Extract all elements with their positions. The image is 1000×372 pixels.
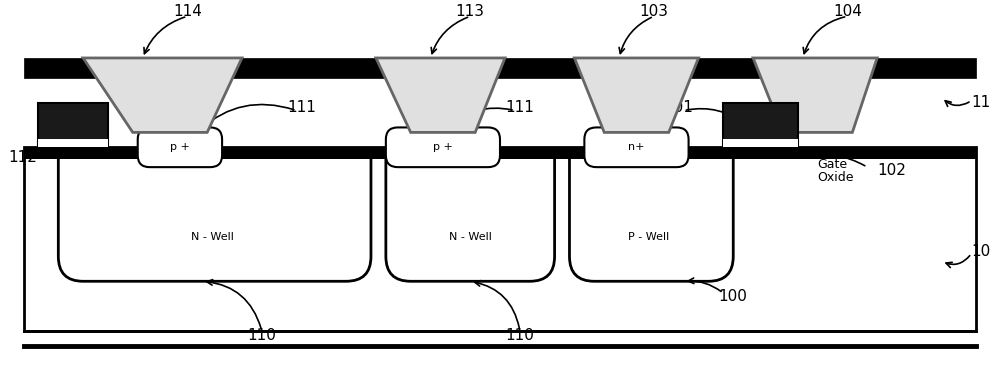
Bar <box>723 140 798 147</box>
Bar <box>38 140 108 147</box>
PathPatch shape <box>584 128 689 167</box>
Text: 102: 102 <box>877 163 906 177</box>
Text: 114: 114 <box>173 4 202 19</box>
Text: 111: 111 <box>287 100 316 115</box>
Bar <box>24 58 976 78</box>
Text: Oxide: Oxide <box>818 171 854 183</box>
Text: p +: p + <box>170 142 190 152</box>
Text: P - Well: P - Well <box>628 232 670 242</box>
Text: 104: 104 <box>833 4 862 19</box>
Text: n+: n+ <box>628 142 645 152</box>
Polygon shape <box>83 58 242 132</box>
Text: 100: 100 <box>718 289 747 304</box>
Polygon shape <box>574 58 699 132</box>
Bar <box>723 103 798 147</box>
Text: N - Well: N - Well <box>449 232 492 242</box>
Text: Gate: Gate <box>818 158 848 171</box>
Text: 110: 110 <box>505 328 534 343</box>
Text: N - Well: N - Well <box>191 232 234 242</box>
Text: 10: 10 <box>971 244 991 259</box>
Text: 101: 101 <box>664 100 693 115</box>
Text: 11: 11 <box>971 95 991 110</box>
Bar <box>24 147 976 331</box>
PathPatch shape <box>386 128 500 167</box>
Polygon shape <box>376 58 505 132</box>
Text: 113: 113 <box>456 4 485 19</box>
Text: 112: 112 <box>9 150 38 165</box>
Text: 110: 110 <box>247 328 276 343</box>
Text: 111: 111 <box>505 100 534 115</box>
Bar <box>24 147 976 159</box>
PathPatch shape <box>138 128 222 167</box>
Bar <box>38 103 108 147</box>
Text: p +: p + <box>433 142 453 152</box>
Text: 103: 103 <box>639 4 668 19</box>
Polygon shape <box>753 58 877 132</box>
